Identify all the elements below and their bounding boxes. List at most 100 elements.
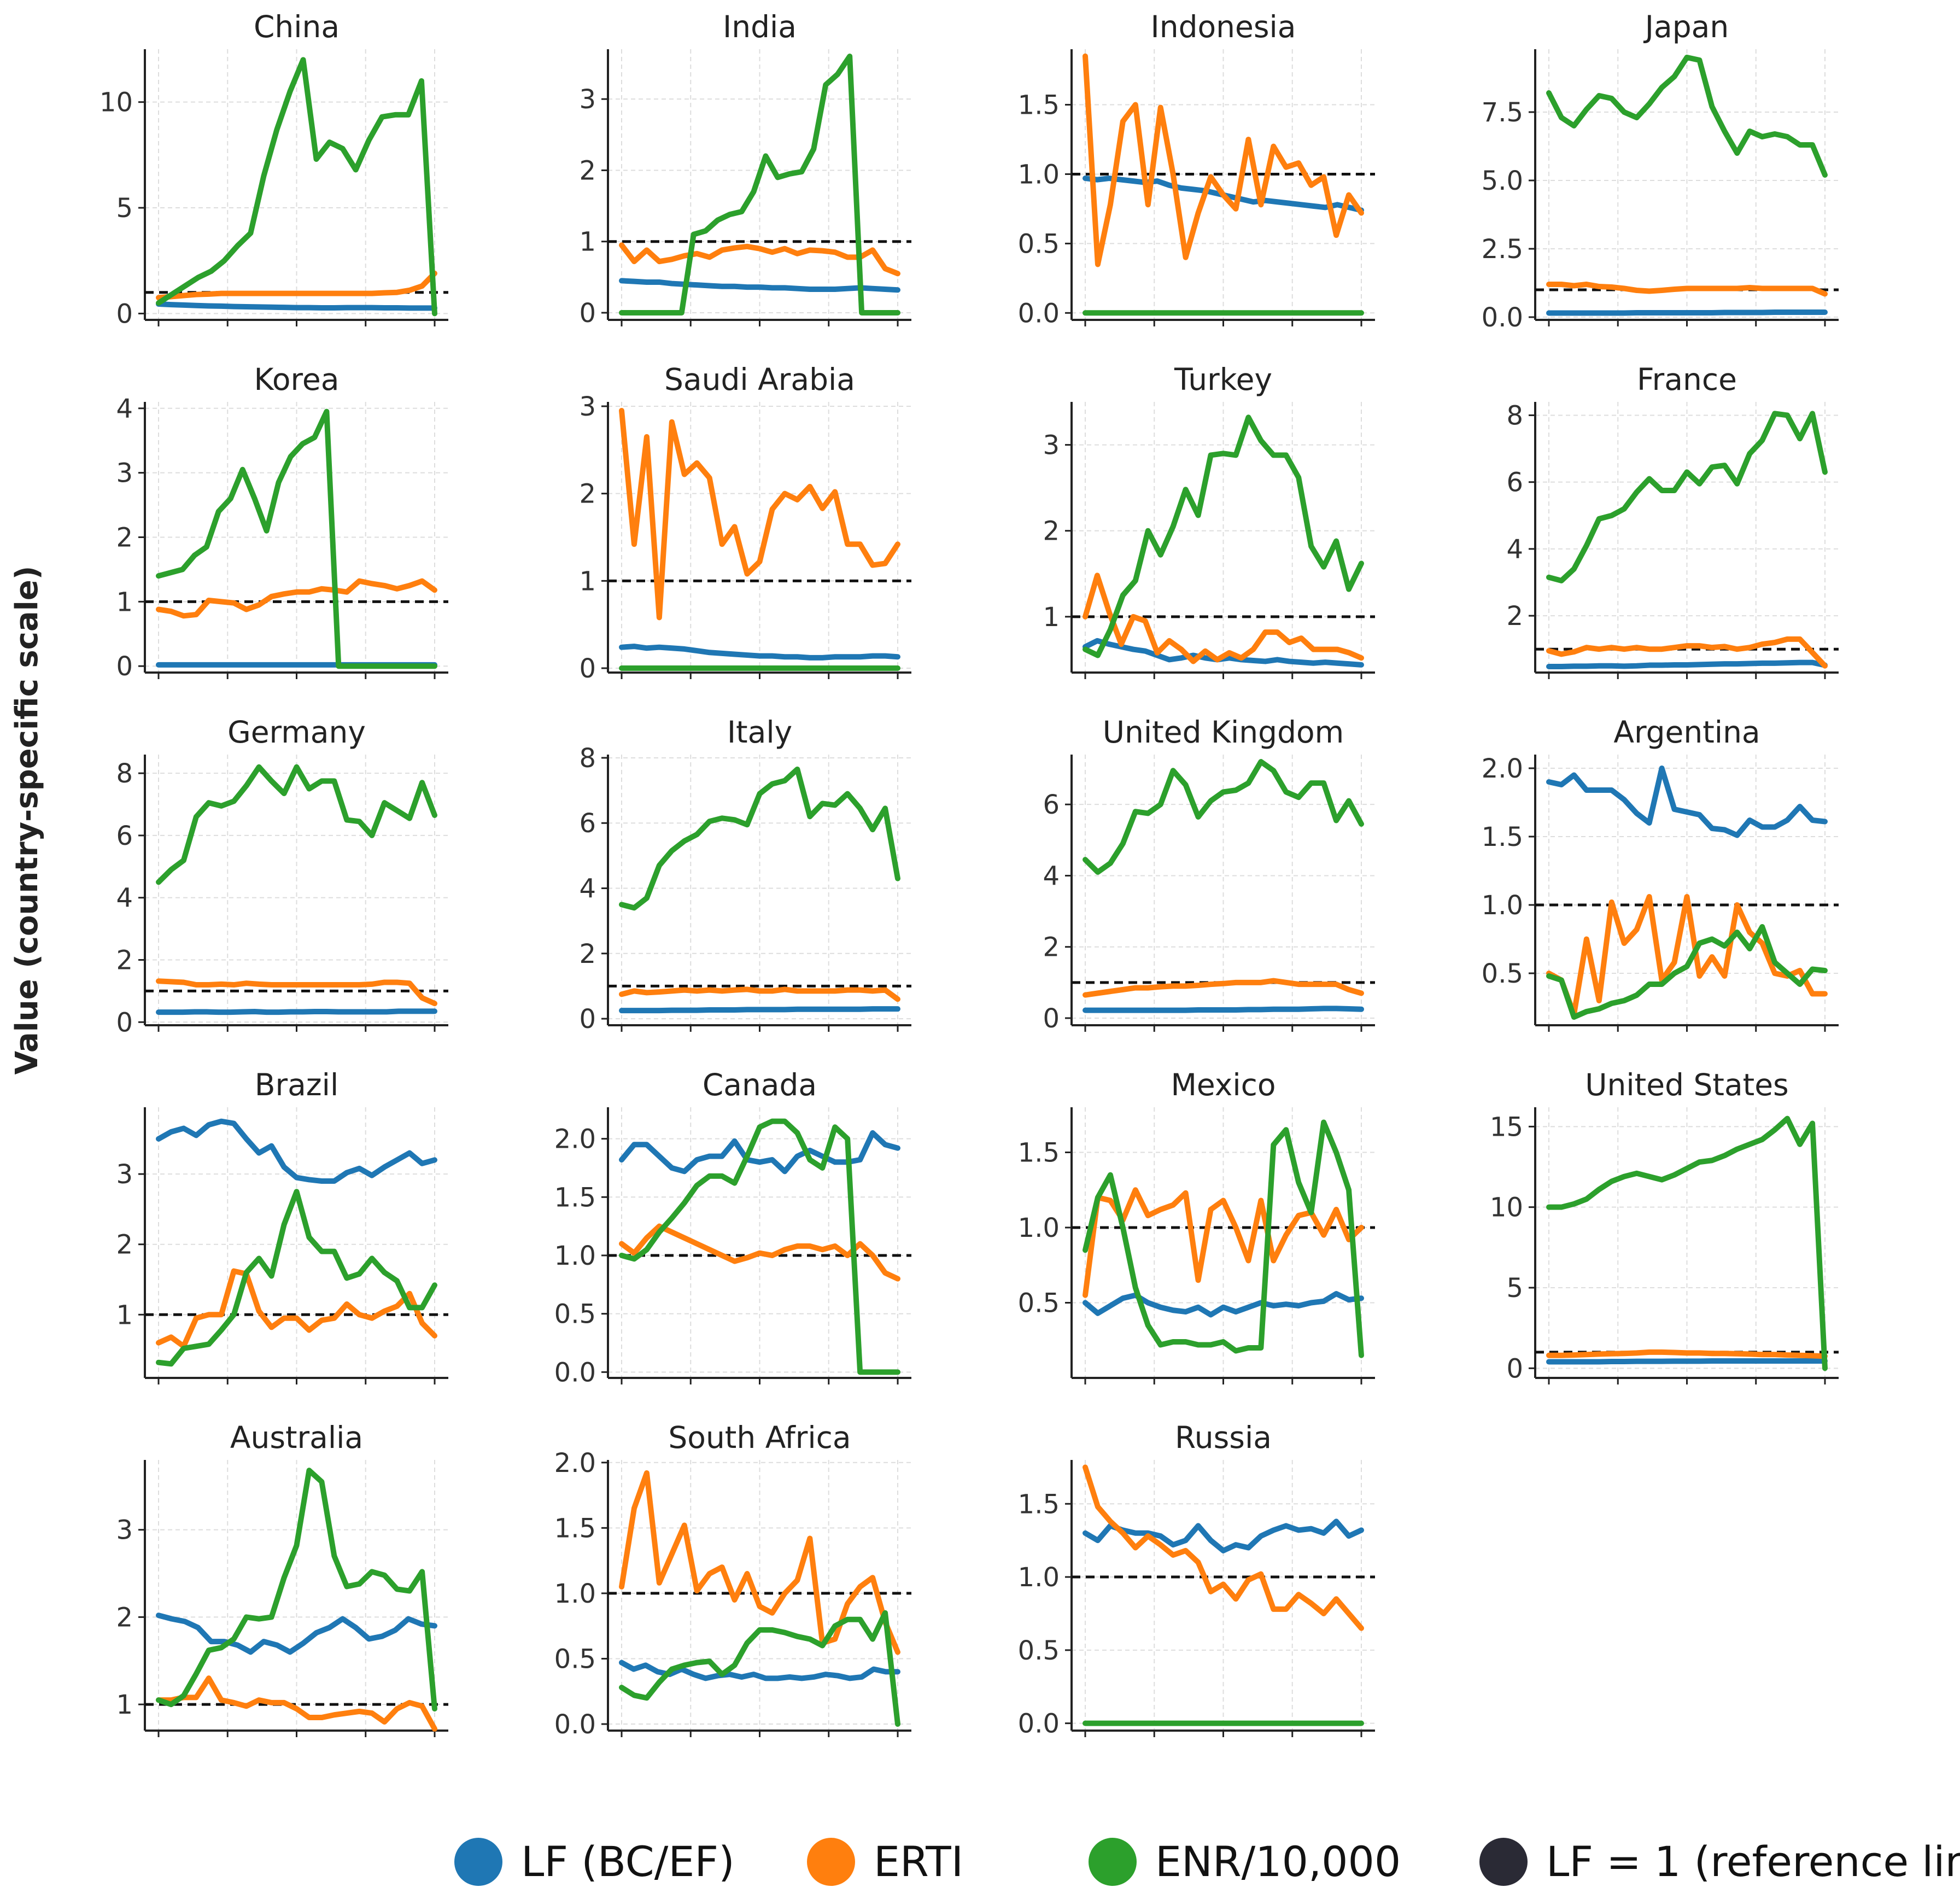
lf-line-turkey (1083, 638, 1364, 668)
legend-marker-erti (807, 1838, 855, 1886)
y-tick-label: 15 (1490, 1112, 1523, 1142)
legend-marker-enr (1089, 1838, 1137, 1886)
legend-label-ref: LF = 1 (reference line). (1546, 1837, 1960, 1886)
panel-title-mexico: Mexico (1171, 1067, 1276, 1102)
panel-title-united-states: United States (1585, 1067, 1788, 1102)
erti-line-germany (156, 978, 437, 1007)
y-tick-label: 2 (1506, 601, 1523, 632)
y-tick-label: 1.0 (1018, 1213, 1060, 1243)
y-tick-label: 1.5 (1018, 1489, 1060, 1520)
panel-title-south-africa: South Africa (668, 1420, 851, 1455)
legend-item-enr: ENR/10,000 (1089, 1837, 1401, 1886)
lf-line-argentina (1546, 766, 1828, 838)
y-tick-label: 3 (116, 458, 133, 489)
y-tick-label: 4 (116, 394, 133, 424)
y-tick-label: 0.0 (1018, 298, 1060, 329)
legend-label-lf: LF (BC/EF) (521, 1837, 735, 1886)
erti-line-turkey (1083, 572, 1364, 664)
y-tick-label: 4 (116, 883, 133, 914)
panel-australia: Australia 1 2 3 (116, 1420, 448, 1737)
panel-united-states: United States 0 5 10 15 (1490, 1067, 1839, 1384)
erti-line-saudi-arabia (619, 407, 900, 621)
y-tick-label: 2 (116, 523, 133, 553)
panel-mexico: Mexico 0.5 1.0 1.5 (1018, 1067, 1375, 1384)
y-tick-label: 6 (579, 808, 596, 839)
lf-line-china (156, 301, 437, 311)
y-tick-label: 0 (579, 298, 596, 329)
panel-title-indonesia: Indonesia (1151, 9, 1296, 44)
legend-item-erti: ERTI (807, 1837, 963, 1886)
y-tick-label: 0 (116, 651, 133, 682)
panel-title-italy: Italy (727, 715, 792, 750)
enr-line-united-states (1546, 1115, 1828, 1371)
enr-line-italy (619, 766, 900, 911)
y-tick-label: 0.0 (1018, 1709, 1060, 1739)
y-tick-label: 0.5 (1018, 229, 1060, 259)
lf-line-australia (156, 1612, 437, 1655)
panel-russia: Russia 0.0 0.5 1.0 1.5 (1018, 1420, 1375, 1739)
y-tick-label: 10 (100, 87, 133, 118)
panel-title-canada: Canada (703, 1067, 817, 1102)
lf-line-russia (1083, 1518, 1364, 1553)
panel-indonesia: Indonesia 0.0 0.5 1.0 1.5 (1018, 9, 1375, 329)
enr-line-south-africa (619, 1610, 900, 1727)
legend-item-lf: LF (BC/EF) (454, 1837, 735, 1886)
y-tick-label: 0.5 (554, 1644, 596, 1674)
y-tick-label: 0 (1043, 1003, 1060, 1034)
y-tick-label: 3 (116, 1515, 133, 1546)
legend: LF (BC/EF) ERTI ENR/10,000 LF = 1 (referenc… (454, 1837, 1960, 1886)
y-tick-label: 1.0 (1482, 890, 1523, 921)
y-tick-label: 0.5 (1482, 959, 1523, 989)
panel-saudi-arabia: Saudi Arabia 0 1 2 3 (579, 362, 911, 684)
y-tick-label: 7.5 (1482, 97, 1523, 128)
panel-japan: Japan 0.0 2.5 5.0 7.5 (1482, 9, 1839, 333)
y-tick-label: 0 (116, 299, 133, 329)
panel-title-japan: Japan (1643, 9, 1729, 44)
y-tick-label: 1 (579, 227, 596, 258)
lf-line-italy (619, 1006, 900, 1014)
panel-south-africa: South Africa 0.0 0.5 1.0 1.5 2.0 (554, 1420, 911, 1740)
y-tick-label: 3 (1043, 430, 1060, 461)
enr-line-france (1546, 411, 1828, 583)
erti-line-china (156, 270, 437, 301)
y-tick-label: 2 (116, 1602, 133, 1633)
lf-line-canada (619, 1130, 900, 1175)
panel-korea: Korea 0 1 2 3 4 (116, 362, 448, 682)
panel-germany: Germany 0 2 4 6 8 (116, 715, 448, 1038)
y-axis-label: Value (country-specific scale) (9, 566, 45, 1075)
legend-item-ref: LF = 1 (reference line). (1479, 1837, 1960, 1886)
enr-line-japan (1546, 55, 1828, 178)
panel-canada: Canada 0.0 0.5 1.0 1.5 2.0 (554, 1067, 911, 1388)
y-tick-label: 1.5 (1018, 1138, 1060, 1168)
enr-line-brazil (156, 1189, 437, 1367)
y-tick-label: 2 (116, 945, 133, 976)
erti-line-brazil (156, 1268, 437, 1349)
y-tick-label: 5 (1506, 1273, 1523, 1304)
y-tick-label: 0.0 (554, 1357, 596, 1388)
y-tick-label: 10 (1490, 1193, 1523, 1223)
erti-line-france (1546, 636, 1828, 669)
erti-line-japan (1546, 282, 1828, 297)
y-tick-label: 0 (579, 1004, 596, 1035)
legend-label-enr: ENR/10,000 (1155, 1837, 1401, 1886)
y-tick-label: 2 (579, 479, 596, 510)
y-tick-label: 0.5 (1018, 1635, 1060, 1666)
panel-title-india: India (723, 9, 797, 44)
y-tick-label: 1 (116, 1300, 133, 1330)
panel-title-germany: Germany (227, 715, 366, 750)
y-tick-label: 1.5 (554, 1513, 596, 1544)
y-tick-label: 6 (1506, 468, 1523, 498)
erti-line-south-africa (619, 1470, 900, 1655)
panel-brazil: Brazil 1 2 3 (116, 1067, 448, 1384)
y-tick-label: 2 (1043, 516, 1060, 547)
y-tick-label: 0.0 (554, 1709, 596, 1740)
y-tick-label: 8 (116, 758, 133, 789)
erti-line-australia (156, 1675, 437, 1732)
y-tick-label: 1.0 (1018, 159, 1060, 190)
enr-line-germany (156, 764, 437, 885)
panel-china: China 0 5 10 (100, 9, 448, 329)
y-tick-label: 2.0 (554, 1448, 596, 1479)
panel-title-france: France (1637, 362, 1737, 397)
y-tick-label: 4 (579, 874, 596, 904)
